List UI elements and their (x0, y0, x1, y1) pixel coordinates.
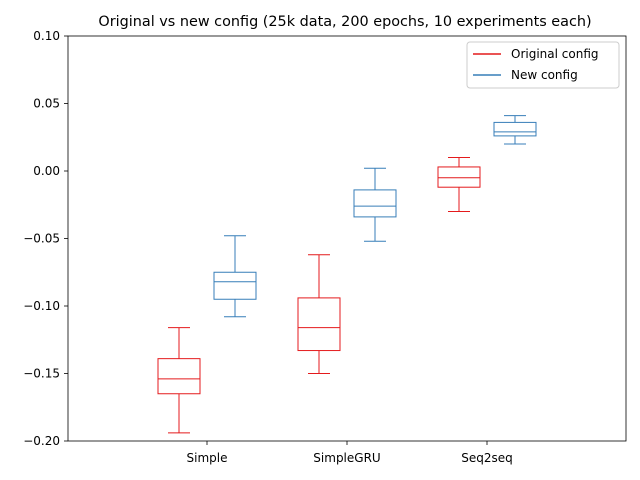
y-tick-label: 0.00 (33, 164, 60, 178)
y-tick-label: −0.10 (23, 299, 60, 313)
y-tick-label: −0.15 (23, 367, 60, 381)
box-original-config-seq2seq (437, 157, 481, 212)
iqr-box (353, 189, 397, 218)
legend: Original config New config (466, 41, 620, 89)
iqr-box (493, 121, 537, 137)
y-tick-label: −0.20 (23, 434, 60, 448)
iqr-box (297, 297, 341, 352)
x-tick-label: Seq2seq (461, 451, 513, 465)
axes: 0.10 0.05 0.00 −0.05 −0.10 −0.15 −0.20 Simple Si… (23, 29, 627, 465)
plot-area (157, 115, 537, 434)
iqr-box (157, 358, 201, 395)
box-new-config-seq2seq (493, 115, 537, 145)
legend-box (466, 41, 620, 89)
box-new-config-simplegru (353, 167, 397, 242)
box-original-config-simple (157, 327, 201, 434)
box-new-config-simple (213, 235, 257, 318)
chart-title: Original vs new config (25k data, 200 ep… (98, 14, 591, 30)
axes-frame (67, 35, 627, 442)
y-tick-label: 0.10 (33, 29, 60, 43)
box-original-config-simplegru (297, 254, 341, 374)
x-tick-label: SimpleGRU (313, 451, 380, 465)
y-tick-label: −0.05 (23, 232, 60, 246)
iqr-box (437, 166, 481, 188)
y-tick-label: 0.05 (33, 97, 60, 111)
x-tick-label: Simple (187, 451, 228, 465)
legend-label: Original config (511, 47, 599, 61)
legend-label: New config (511, 68, 578, 82)
iqr-box (213, 271, 257, 300)
